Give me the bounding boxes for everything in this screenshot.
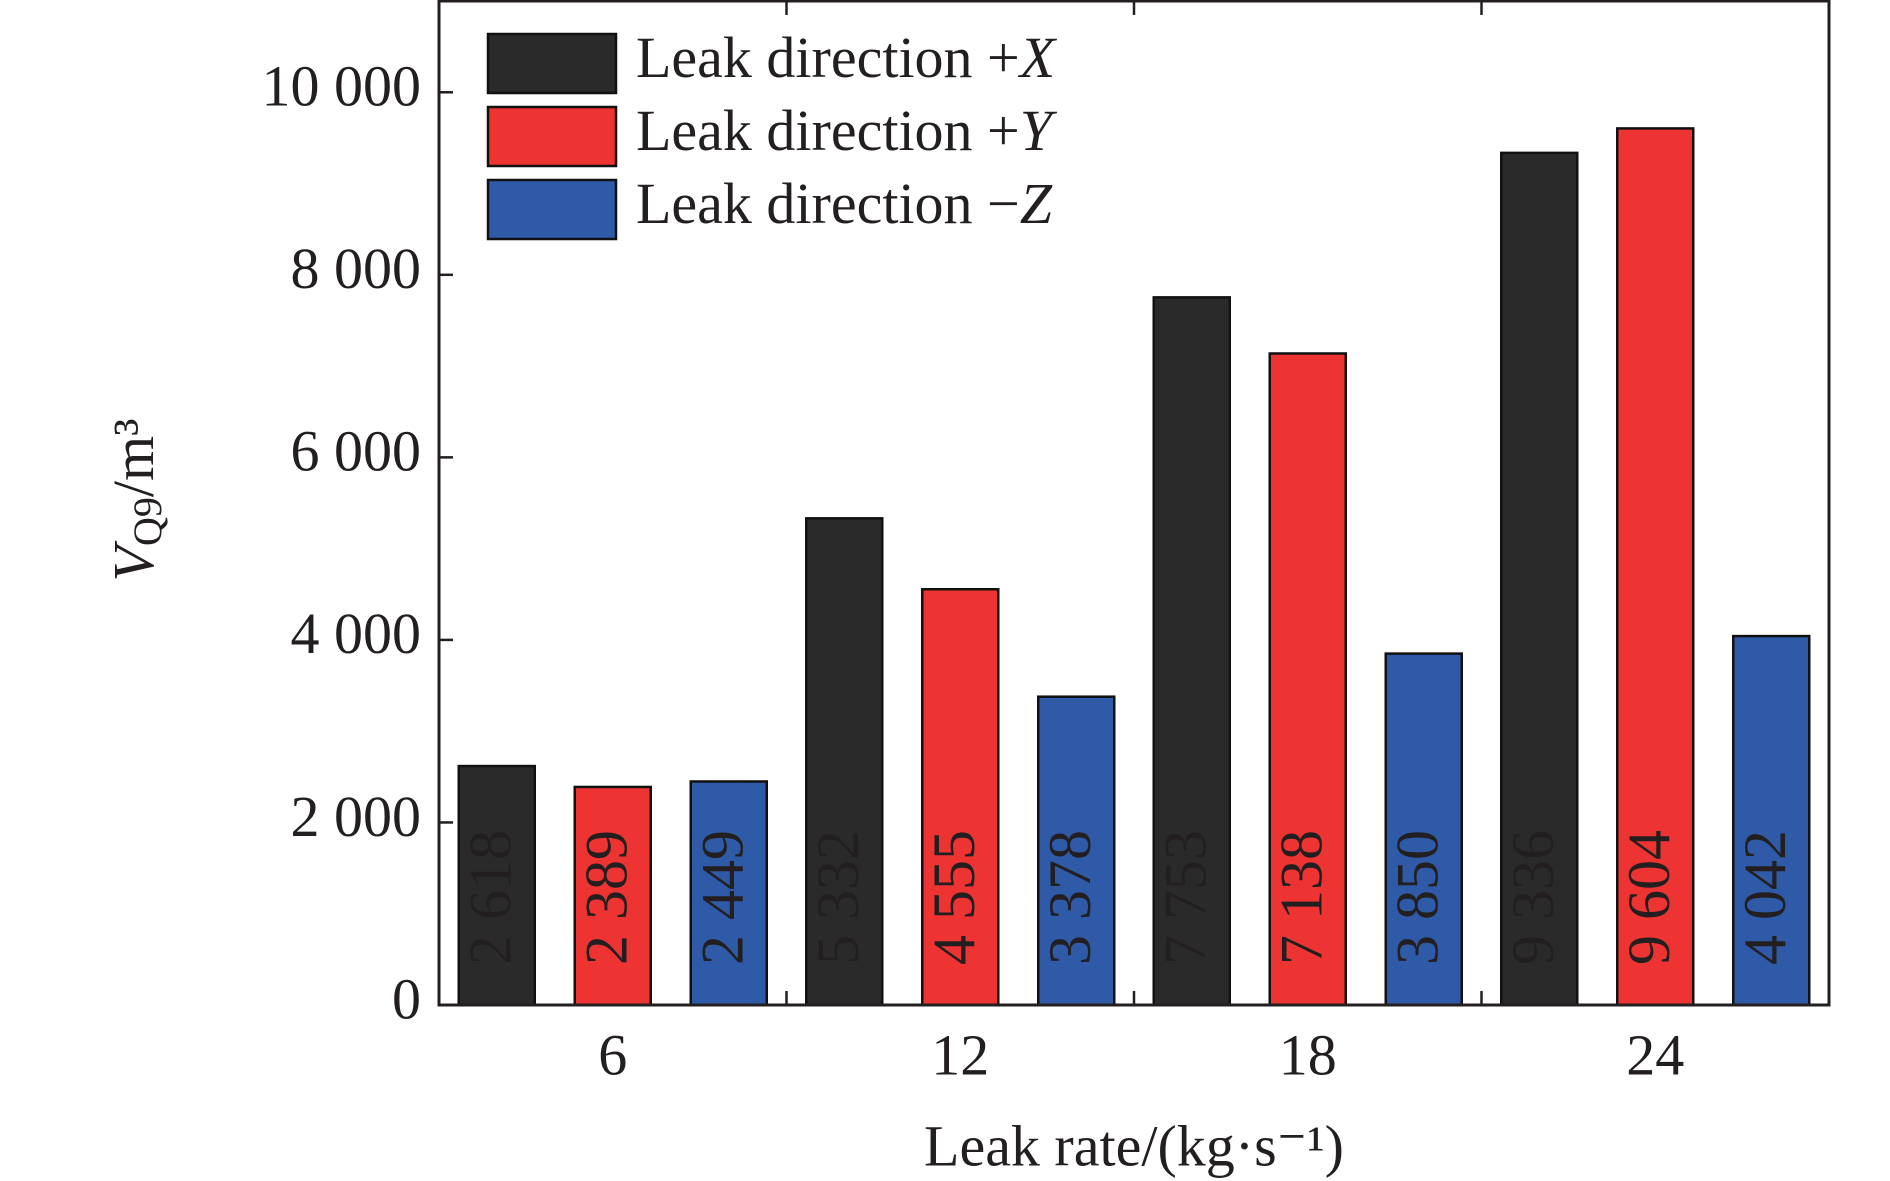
value-label: 4 042 bbox=[1732, 830, 1798, 965]
legend-label: Leak direction +X bbox=[636, 25, 1058, 90]
legend-swatch bbox=[486, 32, 618, 95]
value-label: 2 389 bbox=[574, 830, 640, 965]
bar bbox=[573, 785, 652, 1007]
legend-swatch bbox=[486, 178, 618, 241]
bar bbox=[805, 517, 884, 1007]
value-label: 3 378 bbox=[1037, 830, 1103, 965]
bar bbox=[1152, 296, 1231, 1007]
value-label: 7 138 bbox=[1269, 830, 1335, 965]
bar bbox=[1037, 695, 1116, 1007]
y-tick-label: 2 000 bbox=[291, 784, 422, 849]
bar bbox=[1500, 151, 1579, 1007]
plot-frame bbox=[437, 0, 1831, 1007]
value-label: 4 555 bbox=[921, 830, 987, 965]
legend-label: Leak direction +Y bbox=[636, 98, 1058, 163]
x-tick-label: 12 bbox=[931, 1022, 989, 1087]
y-tick-label: 6 000 bbox=[291, 419, 422, 484]
x-tick-label: 6 bbox=[598, 1022, 627, 1087]
legend-label: Leak direction −Z bbox=[636, 171, 1053, 236]
bar bbox=[1384, 652, 1463, 1007]
y-axis-label-part: V bbox=[101, 539, 166, 581]
value-label: 3 850 bbox=[1385, 830, 1451, 965]
value-label: 9 604 bbox=[1616, 830, 1682, 965]
x-tick-label: 18 bbox=[1279, 1022, 1337, 1087]
value-label: 5 332 bbox=[805, 830, 871, 965]
y-tick-label: 8 000 bbox=[291, 236, 422, 301]
y-axis-label-part: /m³ bbox=[101, 419, 166, 498]
value-label: 9 336 bbox=[1500, 830, 1566, 965]
x-tick-label: 24 bbox=[1626, 1022, 1684, 1087]
bar bbox=[1616, 127, 1695, 1007]
y-tick-label: 10 000 bbox=[262, 54, 422, 119]
legend-swatch bbox=[486, 105, 618, 168]
y-axis-label-part: Q9 bbox=[125, 497, 170, 546]
value-label: 7 753 bbox=[1153, 830, 1219, 965]
y-tick-label: 0 bbox=[392, 966, 421, 1031]
value-label: 2 449 bbox=[690, 830, 756, 965]
bar bbox=[689, 780, 768, 1007]
y-axis-label: VQ9/m³ bbox=[101, 419, 170, 582]
x-axis-label: Leak rate/(kg·s⁻¹) bbox=[924, 1113, 1344, 1178]
value-label: 2 618 bbox=[458, 830, 524, 965]
y-tick-label: 4 000 bbox=[291, 601, 422, 666]
bar bbox=[921, 588, 1000, 1007]
bar bbox=[1732, 634, 1811, 1007]
